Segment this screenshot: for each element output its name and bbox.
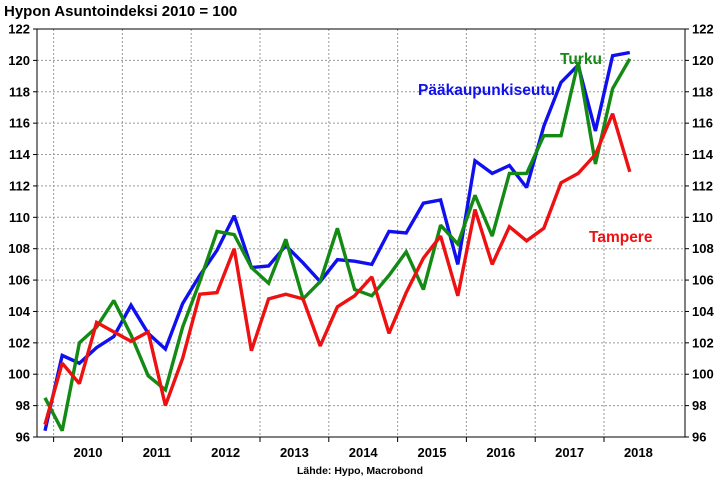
- y-tick-label-right: 108: [692, 241, 714, 256]
- y-tick-label-left: 110: [9, 210, 30, 225]
- y-tick-label-left: 98: [16, 398, 30, 413]
- x-tick-label: 2014: [349, 445, 379, 460]
- x-tick-label: 2018: [624, 445, 653, 460]
- y-tick-label-right: 106: [692, 273, 714, 288]
- x-tick-label: 2010: [74, 445, 103, 460]
- y-tick-label-left: 116: [9, 116, 30, 131]
- y-tick-label-left: 112: [9, 178, 30, 193]
- x-tick-label: 2012: [211, 445, 240, 460]
- y-tick-label-left: 106: [8, 273, 30, 288]
- x-tick-label: 2017: [555, 445, 584, 460]
- grid: [37, 29, 685, 437]
- series-lines: [43, 50, 632, 432]
- y-tick-label-right: 102: [692, 335, 714, 350]
- plot-frame: [36, 28, 686, 438]
- chart-source: Lähde: Hypo, Macrobond: [297, 465, 423, 477]
- y-tick-label-right: 100: [692, 367, 714, 382]
- y-tick-label-left: 120: [8, 53, 30, 68]
- y-tick-label-left: 104: [8, 304, 30, 319]
- axis-ticks: 96 96 98 98 100 100 102 102 104 104 106 106 108 108 11…: [8, 22, 714, 461]
- y-tick-label-left: 102: [8, 335, 30, 350]
- series-label-paakaupunkiseutu: Pääkaupunkiseutu: [418, 82, 555, 99]
- y-tick-label-left: 100: [8, 367, 30, 382]
- y-tick-label-right: 104: [692, 304, 714, 319]
- series-label-tampere: Tampere: [589, 229, 653, 246]
- y-tick-label-right: 114: [692, 147, 714, 162]
- x-tick-label: 2016: [486, 445, 515, 460]
- y-tick-label-right: 98: [692, 398, 706, 413]
- y-tick-label-left: 108: [8, 241, 30, 256]
- chart-title: Hypon Asuntoindeksi 2010 = 100: [4, 3, 238, 20]
- series-label-turku: Turku: [560, 51, 602, 68]
- y-tick-label-right: 96: [692, 430, 706, 445]
- y-tick-label-left: 122: [8, 22, 30, 37]
- series-labels: Pääkaupunkiseutu Turku Tampere: [418, 51, 653, 246]
- y-tick-label-right: 116: [692, 116, 713, 131]
- x-tick-label: 2011: [143, 445, 171, 460]
- y-tick-label-left: 96: [16, 430, 30, 445]
- series-line-tampere: [43, 113, 632, 425]
- x-tick-label: 2013: [280, 445, 309, 460]
- x-tick-label: 2015: [418, 445, 447, 460]
- y-tick-label-right: 118: [692, 84, 713, 99]
- y-tick-label-left: 118: [9, 84, 30, 99]
- y-tick-label-right: 110: [692, 210, 713, 225]
- y-tick-label-left: 114: [9, 147, 31, 162]
- series-line-paakaupunkiseutu: [43, 50, 631, 432]
- series-line-turku: [43, 57, 632, 432]
- y-tick-label-right: 120: [692, 53, 714, 68]
- y-tick-label-right: 112: [692, 178, 713, 193]
- y-tick-label-right: 122: [692, 22, 714, 37]
